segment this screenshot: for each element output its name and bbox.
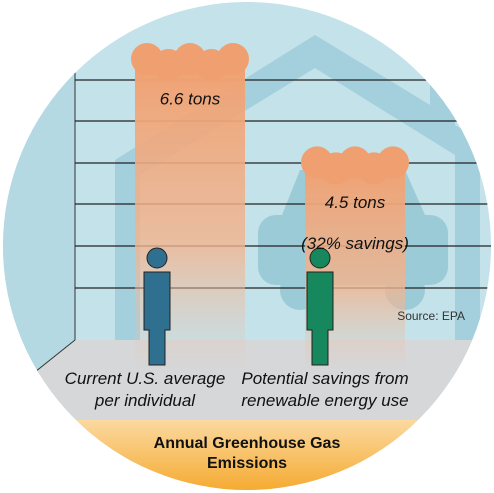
background [0, 0, 494, 493]
category-label: Potential savings from renewable energy … [240, 368, 410, 412]
chart: 6.6 tons 4.5 tons (32% savings) Source: EP… [0, 0, 494, 493]
category-label: Current U.S. average per individual [60, 368, 230, 412]
source: Source: EPA [397, 309, 465, 323]
value-label: 6.6 tons [160, 89, 221, 108]
annotation: (32% savings) [301, 234, 409, 253]
title: Annual Greenhouse Gas Emissions [147, 434, 347, 474]
person-head [147, 248, 167, 268]
cloud-puff [377, 146, 409, 178]
infographic: 6.6 tons 4.5 tons (32% savings) Source: EP… [0, 0, 494, 493]
value-label: 4.5 tons [325, 193, 386, 212]
cloud-puff [217, 43, 249, 75]
